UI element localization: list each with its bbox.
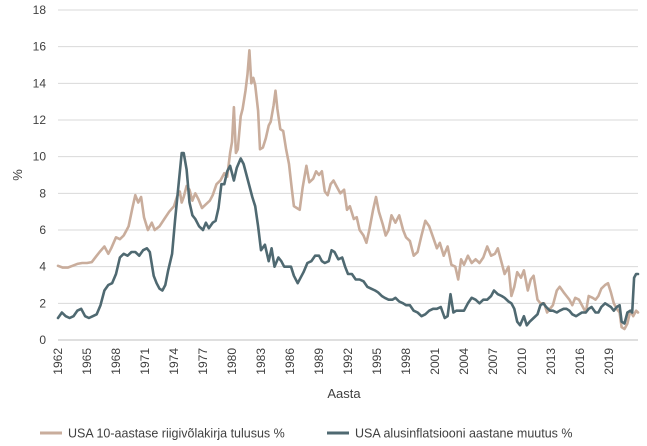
x-tick-label: 1980 [225,348,239,375]
x-tick-label: 1989 [312,348,326,375]
x-tick-label: 1995 [370,348,384,375]
y-tick-label: 6 [39,223,46,237]
y-tick-label: 0 [39,333,46,347]
gridlines [58,9,638,304]
y-tick-labels: 0 2 4 6 8 10 12 14 16 18 [33,3,47,347]
y-axis-title: % [10,169,25,181]
y-tick-label: 2 [39,296,46,310]
x-tick-label: 1965 [80,348,94,375]
x-tick-label: 1992 [341,348,355,375]
x-axis-title: Aasta [327,386,361,401]
x-tick-label: 1983 [254,348,268,375]
x-tick-label: 1977 [196,348,210,375]
legend-label-core-inflation: USA alusinflatsiooni aastane muutus % [355,427,573,441]
x-tick-labels: 1962 1965 1968 1971 1974 1977 1980 1983 1986 1989… [51,348,616,375]
x-tick-label: 2004 [457,348,471,375]
y-tick-label: 16 [33,40,47,54]
x-tick-label: 1986 [283,348,297,375]
y-tick-label: 10 [33,150,47,164]
y-tick-label: 8 [39,186,46,200]
x-tick-label: 2013 [544,348,558,375]
x-tick-label: 2016 [573,348,587,375]
x-tick-label: 1968 [109,348,123,375]
legend-label-treasury-yield: USA 10-aastase riigivõlakirja tulusus % [68,427,285,441]
x-tick-label: 2001 [428,348,442,375]
series-line-1 [56,151,640,327]
x-tick-label: 1971 [138,348,152,375]
y-tick-label: 14 [33,76,47,90]
x-tick-label: 1998 [399,348,413,375]
y-tick-label: 4 [39,260,46,274]
x-tick-label: 2007 [486,348,500,375]
x-tick-label: 1962 [51,348,65,375]
x-tick-label: 1974 [167,348,181,375]
legend: USA 10-aastase riigivõlakirja tulusus % … [40,427,573,441]
y-tick-label: 18 [33,3,47,17]
x-tick-label: 2010 [515,348,529,375]
series-lines [56,49,640,331]
y-tick-label: 12 [33,113,47,127]
x-tick-label: 2019 [602,348,616,375]
series-line-0 [56,49,640,331]
